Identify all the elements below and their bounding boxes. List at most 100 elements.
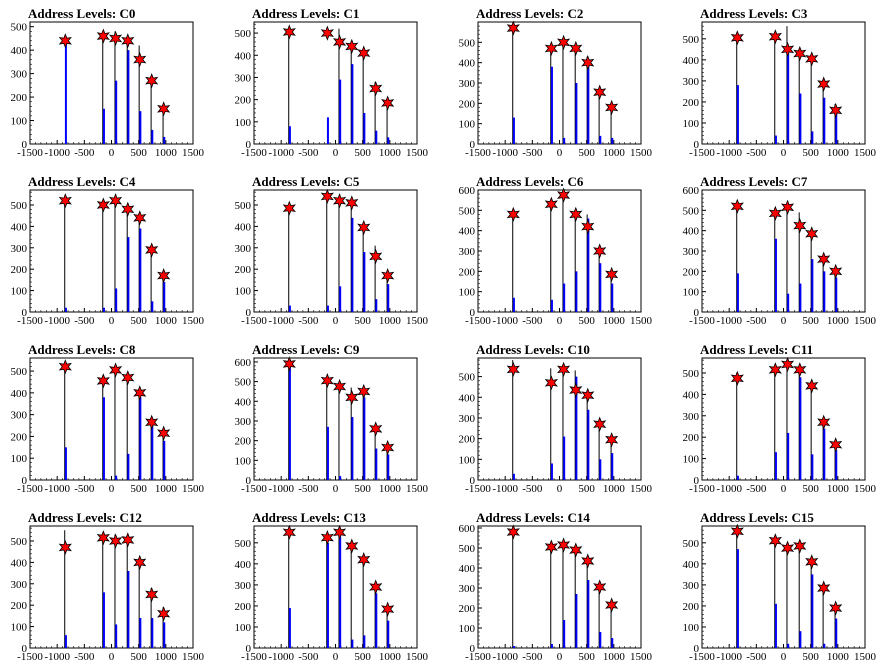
y-tick-label: 300 bbox=[235, 416, 252, 428]
star-marker bbox=[108, 533, 123, 549]
chart-panel: -1500 -1000 -500 0 500 1000 1500 0 100 200 300 400 5… bbox=[448, 336, 672, 504]
star-marker bbox=[345, 538, 359, 554]
star-marker bbox=[369, 80, 383, 97]
x-tick-label: 0 bbox=[781, 315, 787, 327]
x-tick-label: 500 bbox=[578, 651, 595, 663]
x-tick-label: -1500 bbox=[689, 315, 715, 327]
star-marker bbox=[133, 51, 147, 68]
star-marker bbox=[58, 359, 72, 375]
y-tick-label: 0 bbox=[22, 307, 28, 319]
x-tick-label: 1000 bbox=[379, 651, 402, 663]
x-tick-label: 0 bbox=[109, 483, 115, 495]
star-marker bbox=[96, 197, 110, 213]
star-marker bbox=[357, 552, 371, 568]
chart-svg: -1500 -1000 -500 0 500 1000 1500 0 100 200 300 400 5… bbox=[11, 21, 205, 159]
star-marker bbox=[121, 201, 135, 217]
y-tick-label: 400 bbox=[459, 392, 476, 404]
x-tick-label: -1500 bbox=[689, 651, 715, 663]
x-tick-label: 500 bbox=[578, 483, 595, 495]
plot-frame bbox=[29, 357, 194, 481]
x-tick-label: -500 bbox=[522, 147, 543, 159]
y-tick-label: 400 bbox=[459, 563, 476, 575]
plot-frame bbox=[477, 189, 642, 313]
x-tick-label: 1500 bbox=[182, 483, 205, 495]
star-marker bbox=[793, 45, 807, 62]
chart-title: Address Levels: C4 bbox=[28, 174, 136, 189]
y-tick-label: 400 bbox=[683, 559, 700, 571]
y-tick-label: 500 bbox=[235, 377, 252, 389]
x-tick-label: 1000 bbox=[379, 315, 402, 327]
star-marker bbox=[381, 267, 395, 284]
star-marker bbox=[793, 217, 807, 234]
x-tick-label: 500 bbox=[802, 315, 819, 327]
x-tick-label: -1500 bbox=[17, 147, 43, 159]
x-tick-label: 500 bbox=[130, 315, 147, 327]
x-tick-label: 0 bbox=[333, 147, 339, 159]
y-tick-label: 500 bbox=[459, 543, 476, 555]
y-tick-label: 500 bbox=[11, 22, 28, 34]
x-tick-label: 1500 bbox=[406, 315, 429, 327]
star-marker bbox=[145, 414, 159, 430]
y-tick-label: 300 bbox=[459, 413, 476, 425]
x-tick-label: 1500 bbox=[630, 651, 653, 663]
y-tick-label: 300 bbox=[459, 246, 476, 258]
chart-panel: -1500 -1000 -500 0 500 1000 1500 0 100 200 300 400 5… bbox=[672, 336, 896, 504]
y-tick-label: 400 bbox=[235, 50, 252, 62]
star-marker bbox=[157, 267, 171, 284]
star-marker bbox=[320, 373, 334, 389]
chart-panel: -1500 -1000 -500 0 500 1000 1500 0 100 200 300 400 5… bbox=[672, 168, 896, 336]
x-tick-label: -1000 bbox=[44, 483, 70, 495]
y-tick-label: 500 bbox=[683, 34, 700, 46]
y-tick-label: 100 bbox=[11, 453, 28, 465]
star-marker bbox=[133, 554, 147, 571]
star-marker bbox=[768, 205, 782, 221]
star-marker bbox=[569, 382, 583, 398]
star-marker bbox=[805, 378, 819, 394]
star-marker bbox=[581, 553, 595, 569]
x-tick-label: -1500 bbox=[689, 147, 715, 159]
chart-panel: -1500 -1000 -500 0 500 1000 1500 0 100 200 300 400 5… bbox=[0, 168, 224, 336]
star-marker bbox=[145, 586, 159, 603]
x-tick-label: -500 bbox=[746, 147, 767, 159]
chart-panel: -1500 -1000 -500 0 500 1000 1500 0 100 200 300 400 5… bbox=[448, 504, 672, 672]
plot-frame bbox=[253, 357, 418, 481]
star-marker bbox=[369, 579, 383, 595]
x-tick-label: -500 bbox=[522, 315, 543, 327]
star-marker bbox=[332, 34, 347, 50]
star-marker bbox=[556, 537, 571, 553]
chart-title: Address Levels: C8 bbox=[28, 342, 136, 357]
star-marker bbox=[605, 99, 619, 116]
star-marker bbox=[817, 251, 831, 267]
chart-panel: -1500 -1000 -500 0 500 1000 1500 0 100 200 300 400 5… bbox=[448, 0, 672, 168]
chart-svg: -1500 -1000 -500 0 500 1000 1500 0 100 200 300 400 5… bbox=[459, 20, 653, 159]
y-tick-label: 300 bbox=[683, 246, 700, 258]
y-tick-label: 100 bbox=[235, 117, 252, 129]
y-tick-label: 100 bbox=[11, 116, 28, 128]
x-tick-label: -1000 bbox=[492, 315, 518, 327]
chart-svg: -1500 -1000 -500 0 500 1000 1500 0 100 200 300 400 5… bbox=[683, 185, 877, 327]
y-tick-label: 600 bbox=[235, 357, 252, 369]
x-tick-label: -500 bbox=[746, 483, 767, 495]
star-marker bbox=[544, 539, 558, 555]
chart-panel: -1500 -1000 -500 0 500 1000 1500 0 100 200 300 400 5… bbox=[0, 504, 224, 672]
y-tick-label: 500 bbox=[11, 366, 28, 378]
x-tick-label: 0 bbox=[333, 483, 339, 495]
x-tick-label: 500 bbox=[354, 315, 371, 327]
y-tick-label: 300 bbox=[683, 411, 700, 423]
y-tick-label: 400 bbox=[235, 221, 252, 233]
star-marker bbox=[817, 414, 831, 430]
chart-svg: -1500 -1000 -500 0 500 1000 1500 0 100 200 300 400 5… bbox=[459, 357, 653, 495]
star-marker bbox=[282, 356, 296, 372]
y-tick-label: 100 bbox=[459, 454, 476, 466]
chart-panel: -1500 -1000 -500 0 500 1000 1500 0 100 200 300 400 5… bbox=[448, 168, 672, 336]
y-tick-label: 200 bbox=[235, 95, 252, 107]
chart-panel: -1500 -1000 -500 0 500 1000 1500 0 100 200 300 400 5… bbox=[224, 504, 448, 672]
x-tick-label: 1000 bbox=[155, 315, 178, 327]
star-marker bbox=[805, 226, 819, 242]
y-tick-label: 600 bbox=[459, 523, 476, 535]
x-tick-label: 0 bbox=[557, 651, 563, 663]
y-tick-label: 200 bbox=[459, 434, 476, 446]
chart-svg: -1500 -1000 -500 0 500 1000 1500 0 100 200 300 400 5… bbox=[683, 523, 877, 663]
chart-title: Address Levels: C1 bbox=[252, 6, 360, 21]
y-tick-label: 400 bbox=[11, 45, 28, 57]
